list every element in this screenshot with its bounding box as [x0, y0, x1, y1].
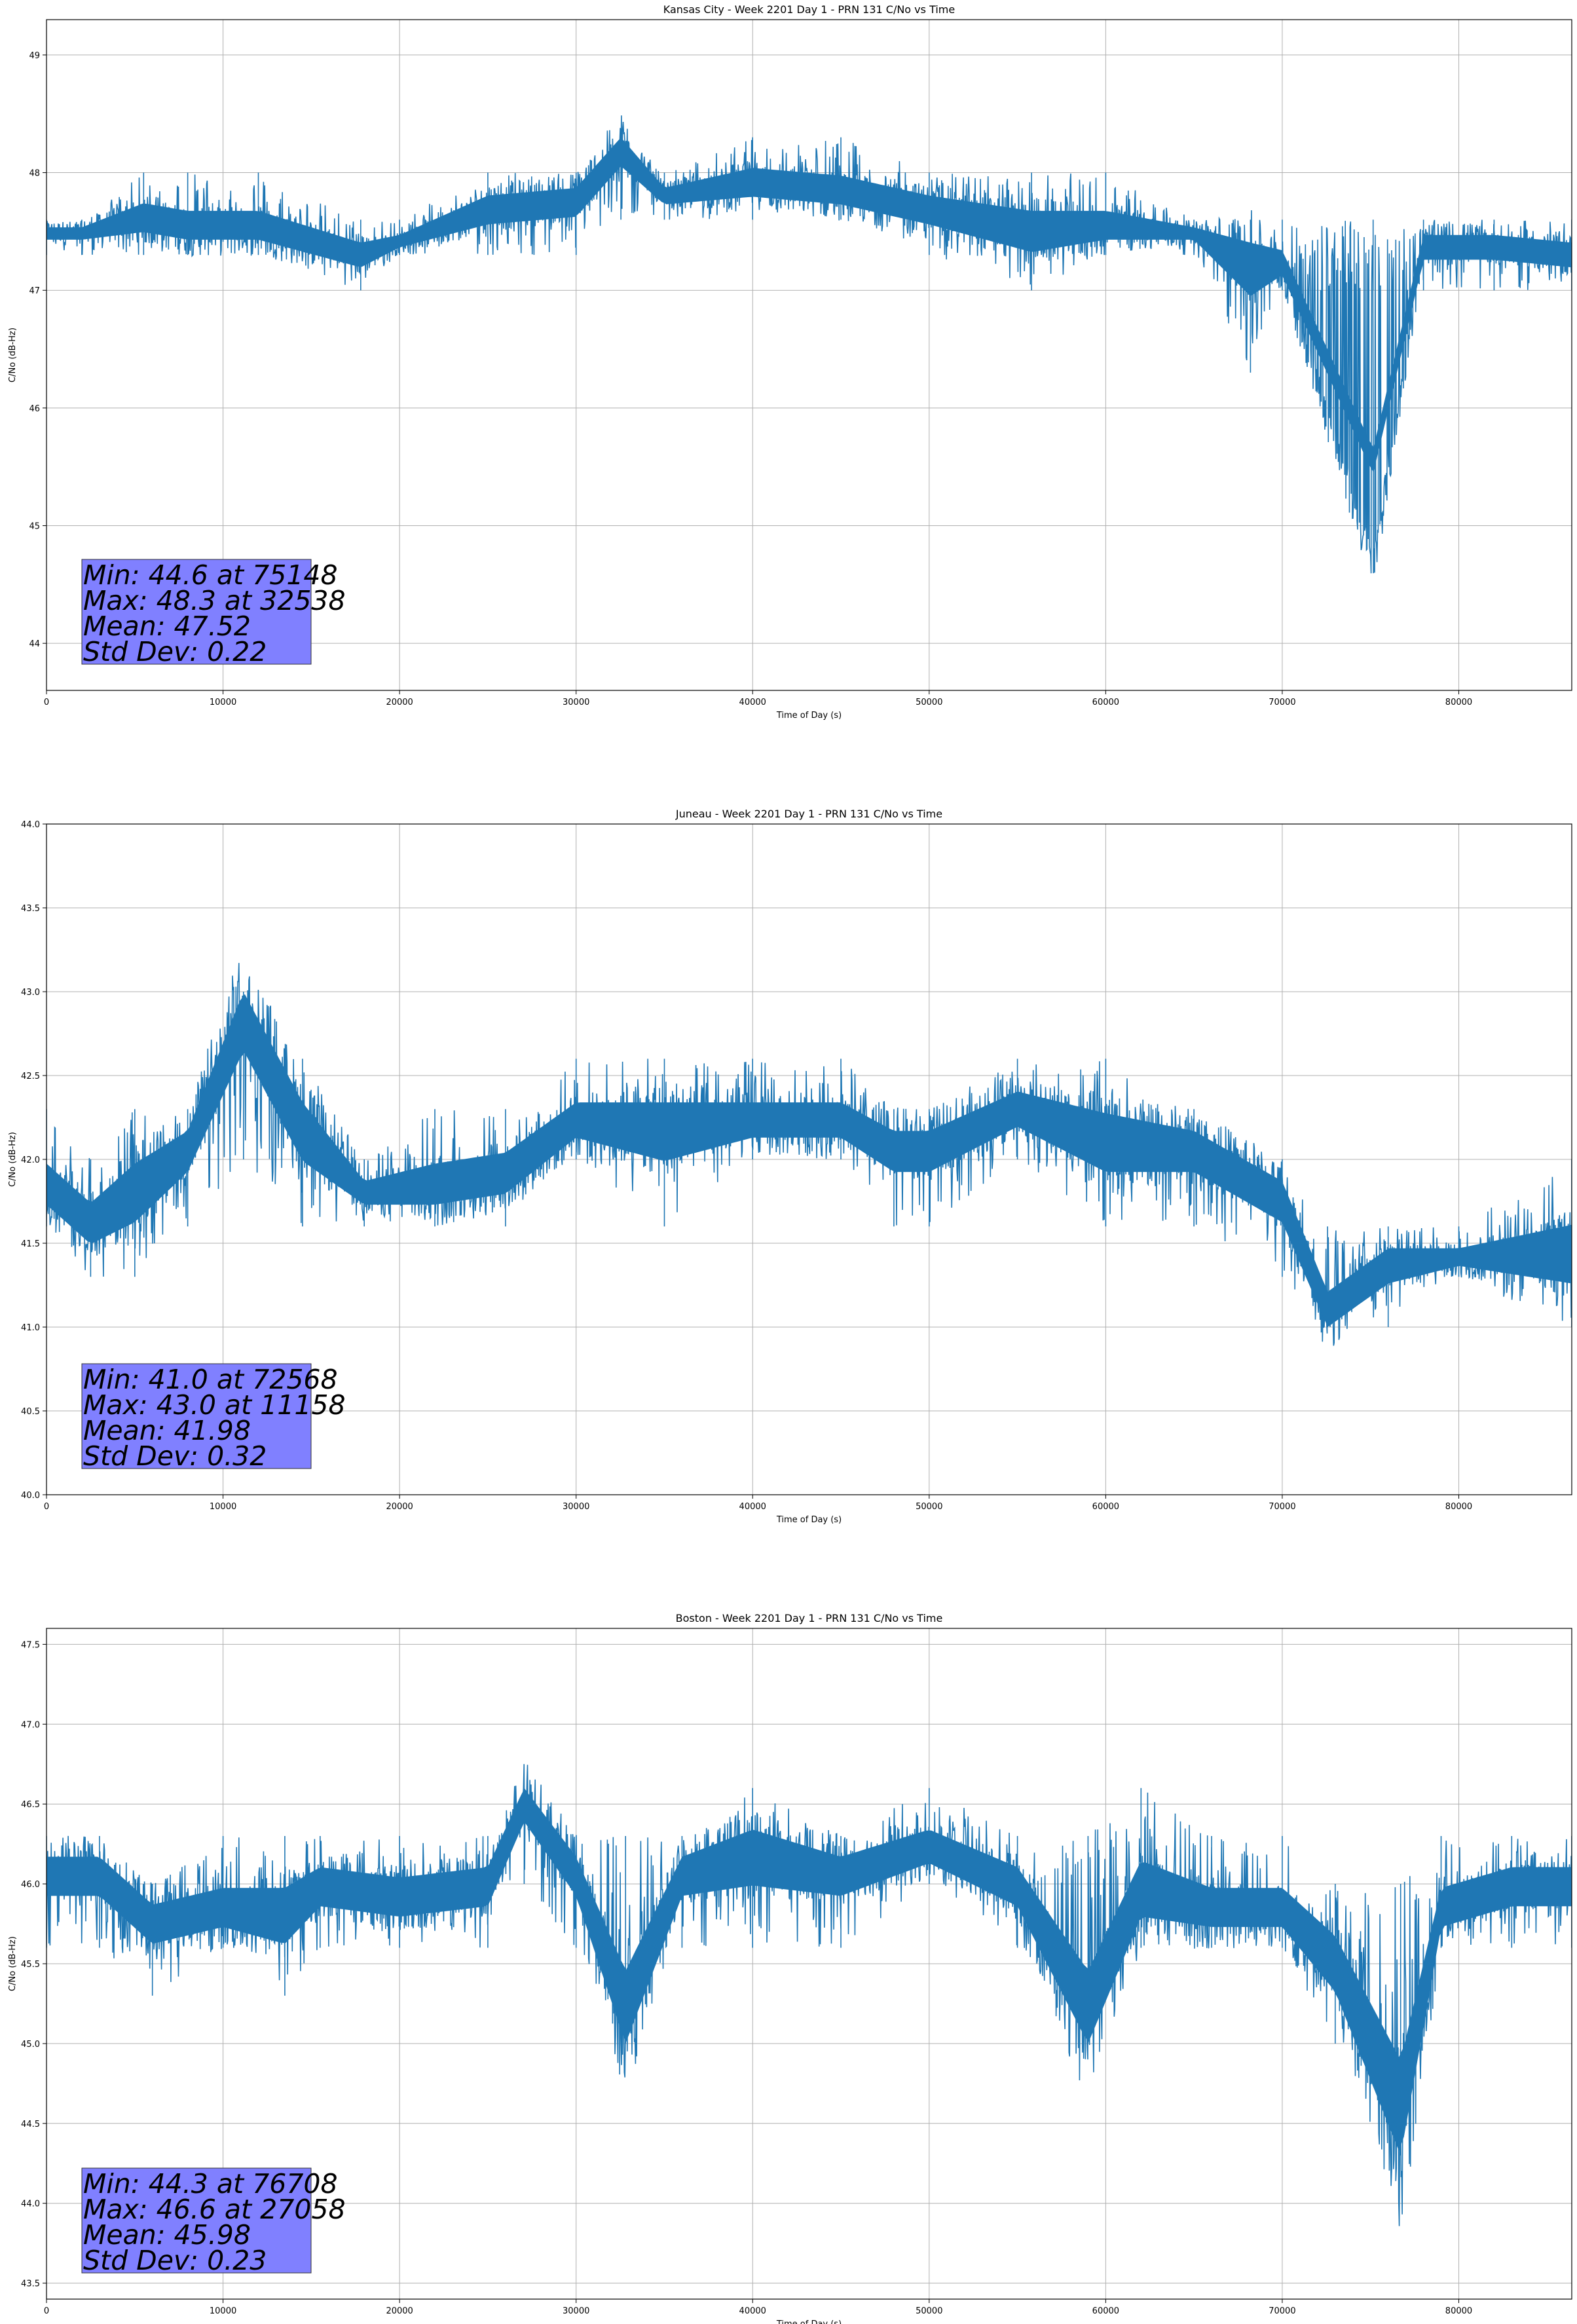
y-axis-label: C/No (dB-Hz): [8, 328, 18, 383]
y-tick-label: 49: [29, 51, 40, 61]
x-tick-label: 20000: [386, 1502, 413, 1512]
x-tick-label: 80000: [1445, 1502, 1472, 1512]
chart-title: Juneau - Week 2201 Day 1 - PRN 131 C/No …: [675, 808, 942, 820]
stats-box: [81, 2167, 312, 2274]
stats-line: Max: 48.3 at 32538: [83, 585, 346, 616]
x-tick-label: 50000: [916, 698, 942, 707]
plot-frame: [46, 19, 1572, 691]
y-tick-label: 47.5: [21, 1640, 40, 1650]
stats-line: Max: 43.0 at 11158: [83, 1389, 346, 1421]
x-tick-label: 10000: [210, 1502, 236, 1512]
y-tick-label: 40.5: [21, 1407, 40, 1417]
stats-line: Min: 44.6 at 75148: [83, 559, 338, 591]
stats-line: Std Dev: 0.23: [83, 2245, 267, 2276]
series-band: [46, 1788, 1572, 2151]
y-tick-label: 44.0: [21, 820, 40, 830]
y-tick-label: 43.5: [21, 904, 40, 914]
stats-line: Std Dev: 0.32: [83, 1440, 267, 1472]
chart-title: Boston - Week 2201 Day 1 - PRN 131 C/No …: [676, 1612, 943, 1624]
y-axis-label: C/No (dB-Hz): [8, 1132, 18, 1187]
stats-line: Std Dev: 0.22: [83, 636, 267, 667]
x-tick-label: 10000: [210, 2306, 236, 2316]
x-tick-label: 0: [44, 1502, 49, 1512]
y-tick-label: 45.0: [21, 2040, 40, 2050]
x-axis-label: Time of Day (s): [776, 711, 842, 721]
y-tick-label: 41.0: [21, 1323, 40, 1333]
stats-line: Min: 41.0 at 72568: [83, 1364, 338, 1395]
y-tick-label: 44.0: [21, 2200, 40, 2209]
x-tick-label: 70000: [1269, 1502, 1295, 1512]
y-tick-label: 47.0: [21, 1720, 40, 1730]
x-tick-label: 80000: [1445, 698, 1472, 707]
x-tick-label: 20000: [386, 2306, 413, 2316]
stats-line: Mean: 41.98: [83, 1415, 251, 1446]
x-tick-label: 20000: [386, 698, 413, 707]
chart-panel-2: 0 10000 20000 30000 40000 50000 60000 70000 8000…: [8, 808, 1572, 1525]
x-tick-label: 60000: [1092, 2306, 1119, 2316]
stats-box: [81, 1363, 312, 1469]
y-tick-label: 45.5: [21, 1960, 40, 1970]
y-tick-label: 47: [29, 286, 40, 296]
x-tick-label: 30000: [563, 2306, 589, 2316]
y-tick-label: 44.5: [21, 2120, 40, 2129]
x-tick-label: 60000: [1092, 698, 1119, 707]
x-tick-label: 50000: [916, 2306, 942, 2316]
x-tick-label: 70000: [1269, 698, 1295, 707]
y-tick-label: 43.0: [21, 988, 40, 998]
chart-panel-3: 0 10000 20000 30000 40000 50000 60000 70000 8000…: [8, 1612, 1572, 2324]
y-tick-label: 42.5: [21, 1072, 40, 1081]
x-tick-label: 40000: [739, 2306, 766, 2316]
x-tick-label: 30000: [563, 698, 589, 707]
y-tick-label: 46: [29, 404, 40, 414]
stats-line: Mean: 45.98: [83, 2219, 251, 2251]
x-tick-label: 40000: [739, 698, 766, 707]
x-tick-label: 0: [44, 2306, 49, 2316]
y-tick-label: 48: [29, 169, 40, 179]
x-tick-label: 80000: [1445, 2306, 1472, 2316]
stats-line: Max: 46.6 at 27058: [83, 2194, 346, 2225]
y-tick-label: 43.5: [21, 2279, 40, 2289]
x-axis-label: Time of Day (s): [776, 2319, 842, 2324]
y-axis-label: C/No (dB-Hz): [8, 1936, 18, 1991]
x-tick-label: 50000: [916, 1502, 942, 1512]
chart-panel-1: 0 10000 20000 30000 40000 50000 60000 70000 8000…: [8, 3, 1572, 721]
stats-line: Min: 44.3 at 76708: [83, 2168, 338, 2200]
y-tick-label: 46.5: [21, 1800, 40, 1810]
x-tick-label: 10000: [210, 698, 236, 707]
y-tick-label: 46.0: [21, 1880, 40, 1890]
stats-line: Mean: 47.52: [83, 610, 251, 642]
y-tick-label: 42.0: [21, 1155, 40, 1165]
x-tick-label: 0: [44, 698, 49, 707]
x-tick-label: 30000: [563, 1502, 589, 1512]
x-tick-label: 60000: [1092, 1502, 1119, 1512]
x-tick-label: 70000: [1269, 2306, 1295, 2316]
y-tick-label: 40.0: [21, 1491, 40, 1501]
y-tick-label: 44: [29, 639, 40, 649]
chart-panels: 0 10000 20000 30000 40000 50000 60000 70000 8000…: [8, 3, 1572, 2324]
y-tick-label: 41.5: [21, 1239, 40, 1249]
y-tick-label: 45: [29, 521, 40, 531]
x-axis-label: Time of Day (s): [776, 1515, 842, 1525]
chart-title: Kansas City - Week 2201 Day 1 - PRN 131 …: [663, 3, 955, 16]
stats-box: [81, 559, 312, 665]
x-tick-label: 40000: [739, 1502, 766, 1512]
